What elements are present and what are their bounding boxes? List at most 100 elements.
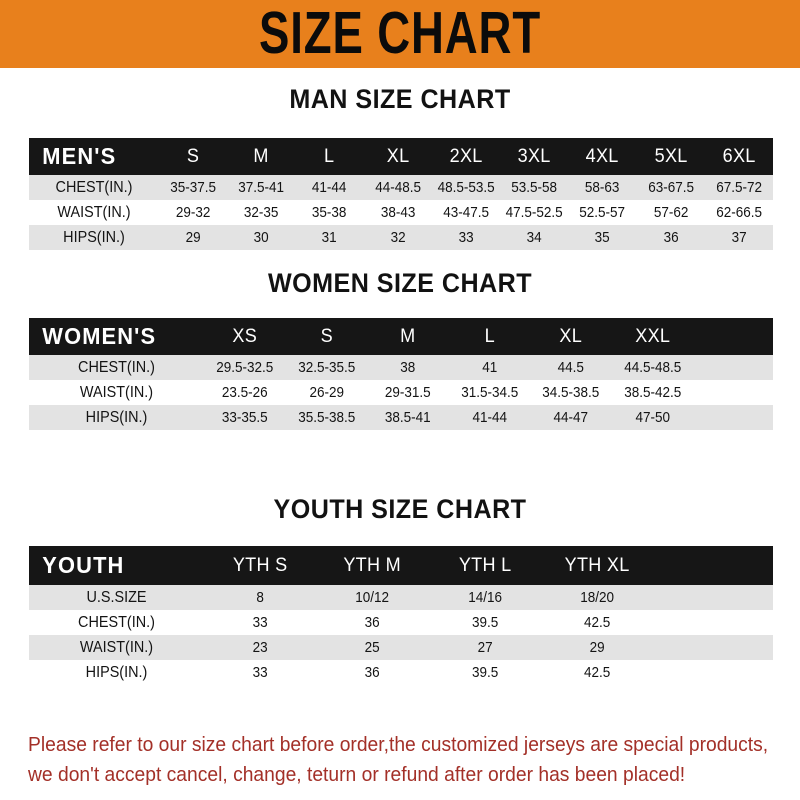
table-cell: 67.5-72 <box>715 179 762 196</box>
youth-size-header-3: YTH L <box>458 554 511 576</box>
men-row-label: CHEST(IN.) <box>55 178 133 196</box>
banner-title: SIZE CHART <box>258 0 542 66</box>
table-cell: 35 <box>594 229 610 246</box>
table-cell: 29-32 <box>175 204 211 221</box>
table-cell: 31 <box>322 229 338 246</box>
youth-row-label: CHEST(IN.) <box>78 613 155 631</box>
table-cell: 35-38 <box>312 204 347 221</box>
table-row: WAIST(IN.) 23 25 27 29 <box>29 635 773 660</box>
women-size-header-1: XS <box>232 325 258 347</box>
youth-section-title: YOUTH SIZE CHART <box>273 494 527 524</box>
table-cell: 32-35 <box>244 204 279 221</box>
men-size-header-6: 3XL <box>517 145 551 167</box>
women-header-label: WOMEN'S <box>42 323 157 349</box>
men-size-header-8: 5XL <box>654 145 688 167</box>
table-cell: 29 <box>185 229 201 246</box>
table-cell: 42.5 <box>583 664 611 681</box>
table-cell: 57-62 <box>653 204 688 221</box>
youth-header-label: YOUTH <box>42 552 125 578</box>
table-row: CHEST(IN.) 35-37.5 37.5-41 41-44 44-48.5 48.5… <box>29 175 773 200</box>
men-table-header-row: MEN'S S M L XL 2XL 3XL 4XL 5XL 6XL <box>29 138 773 175</box>
men-size-header-9: 6XL <box>722 145 756 167</box>
table-cell: 30 <box>253 229 269 246</box>
table-cell: 38.5-42.5 <box>623 384 681 401</box>
men-header-label: MEN'S <box>42 143 117 169</box>
table-row: CHEST(IN.) 33 36 39.5 42.5 <box>29 610 773 635</box>
men-size-header-3: L <box>324 145 335 167</box>
women-size-table: WOMEN'S XS S M L XL XXL CHEST(IN.) 29.5-32.5 32.5… <box>29 318 773 430</box>
table-cell: 38.5-41 <box>384 409 431 426</box>
table-cell: 36 <box>364 664 380 681</box>
women-row-label: CHEST(IN.) <box>78 358 155 376</box>
table-row: HIPS(IN.) 33 36 39.5 42.5 <box>29 660 773 685</box>
women-size-header-3: M <box>400 325 416 347</box>
table-cell: 26-29 <box>308 384 344 401</box>
women-size-header-2: S <box>320 325 333 347</box>
table-cell: 32 <box>390 229 406 246</box>
table-cell: 36 <box>663 229 679 246</box>
table-row: WAIST(IN.) 29-32 32-35 35-38 38-43 43-47.5 47.… <box>29 200 773 225</box>
table-cell: 34.5-38.5 <box>542 384 600 401</box>
table-cell: 41 <box>481 359 497 376</box>
youth-row-label: HIPS(IN.) <box>85 663 148 681</box>
table-row: WAIST(IN.) 23.5-26 26-29 29-31.5 31.5-34.5 34… <box>29 380 773 405</box>
table-cell: 23 <box>252 639 268 656</box>
table-cell: 33 <box>458 229 474 246</box>
table-cell: 8 <box>256 589 264 606</box>
table-cell: 38 <box>400 359 416 376</box>
table-cell: 36 <box>364 614 380 631</box>
men-size-header-4: XL <box>386 145 410 167</box>
men-size-header-5: 2XL <box>449 145 483 167</box>
table-cell: 58-63 <box>585 179 620 196</box>
table-cell: 35-37.5 <box>170 179 217 196</box>
men-size-header-1: S <box>186 145 200 167</box>
table-cell: 41-44 <box>471 409 507 426</box>
table-cell: 42.5 <box>583 614 611 631</box>
youth-size-header-4: YTH XL <box>564 554 630 576</box>
men-size-table: MEN'S S M L XL 2XL 3XL 4XL 5XL 6XL CHEST(IN.) 35-37… <box>29 138 773 250</box>
women-row-label: HIPS(IN.) <box>85 408 148 426</box>
table-cell: 41-44 <box>312 179 347 196</box>
youth-row-label: WAIST(IN.) <box>79 638 154 656</box>
table-row: HIPS(IN.) 29 30 31 32 33 34 35 36 37 <box>29 225 773 250</box>
table-cell: 37 <box>731 229 747 246</box>
men-size-header-2: M <box>253 145 269 167</box>
table-cell: 48.5-53.5 <box>437 179 495 196</box>
table-row: HIPS(IN.) 33-35.5 35.5-38.5 38.5-41 41-44 44-… <box>29 405 773 430</box>
women-size-header-4: L <box>484 325 495 347</box>
youth-row-label: U.S.SIZE <box>86 588 147 606</box>
table-cell: 44-47 <box>553 409 589 426</box>
youth-size-table: YOUTH YTH S YTH M YTH L YTH XL U.S.SIZE 8 10/12… <box>29 546 773 685</box>
banner: SIZE CHART <box>0 0 800 68</box>
table-cell: 53.5-58 <box>511 179 558 196</box>
table-row: CHEST(IN.) 29.5-32.5 32.5-35.5 38 41 44.5 44.5… <box>29 355 773 380</box>
table-cell: 10/12 <box>355 589 390 606</box>
women-size-header-5: XL <box>559 325 583 347</box>
table-cell: 23.5-26 <box>221 384 268 401</box>
order-policy-note: Please refer to our size chart before or… <box>28 730 769 790</box>
table-cell: 47.5-52.5 <box>505 204 563 221</box>
table-cell: 33 <box>252 664 268 681</box>
youth-size-header-1: YTH S <box>232 554 288 576</box>
table-cell: 31.5-34.5 <box>460 384 518 401</box>
men-row-label: WAIST(IN.) <box>57 203 131 221</box>
table-row: U.S.SIZE 8 10/12 14/16 18/20 <box>29 585 773 610</box>
table-cell: 25 <box>364 639 380 656</box>
table-cell: 62-66.5 <box>715 204 762 221</box>
table-cell: 47-50 <box>634 409 670 426</box>
table-cell: 37.5-41 <box>238 179 285 196</box>
table-cell: 39.5 <box>471 614 498 631</box>
order-policy-line-1: Please refer to our size chart before or… <box>28 733 769 756</box>
men-size-header-7: 4XL <box>585 145 619 167</box>
table-cell: 52.5-57 <box>579 204 626 221</box>
men-row-label: HIPS(IN.) <box>63 228 125 246</box>
women-table-header-row: WOMEN'S XS S M L XL XXL <box>29 318 773 355</box>
women-row-label: WAIST(IN.) <box>79 383 154 401</box>
table-cell: 63-67.5 <box>647 179 694 196</box>
man-section-title: MAN SIZE CHART <box>289 84 511 114</box>
table-cell: 32.5-35.5 <box>297 359 355 376</box>
table-cell: 44.5-48.5 <box>623 359 681 376</box>
women-size-header-6: XXL <box>634 325 670 347</box>
table-cell: 44-48.5 <box>374 179 421 196</box>
